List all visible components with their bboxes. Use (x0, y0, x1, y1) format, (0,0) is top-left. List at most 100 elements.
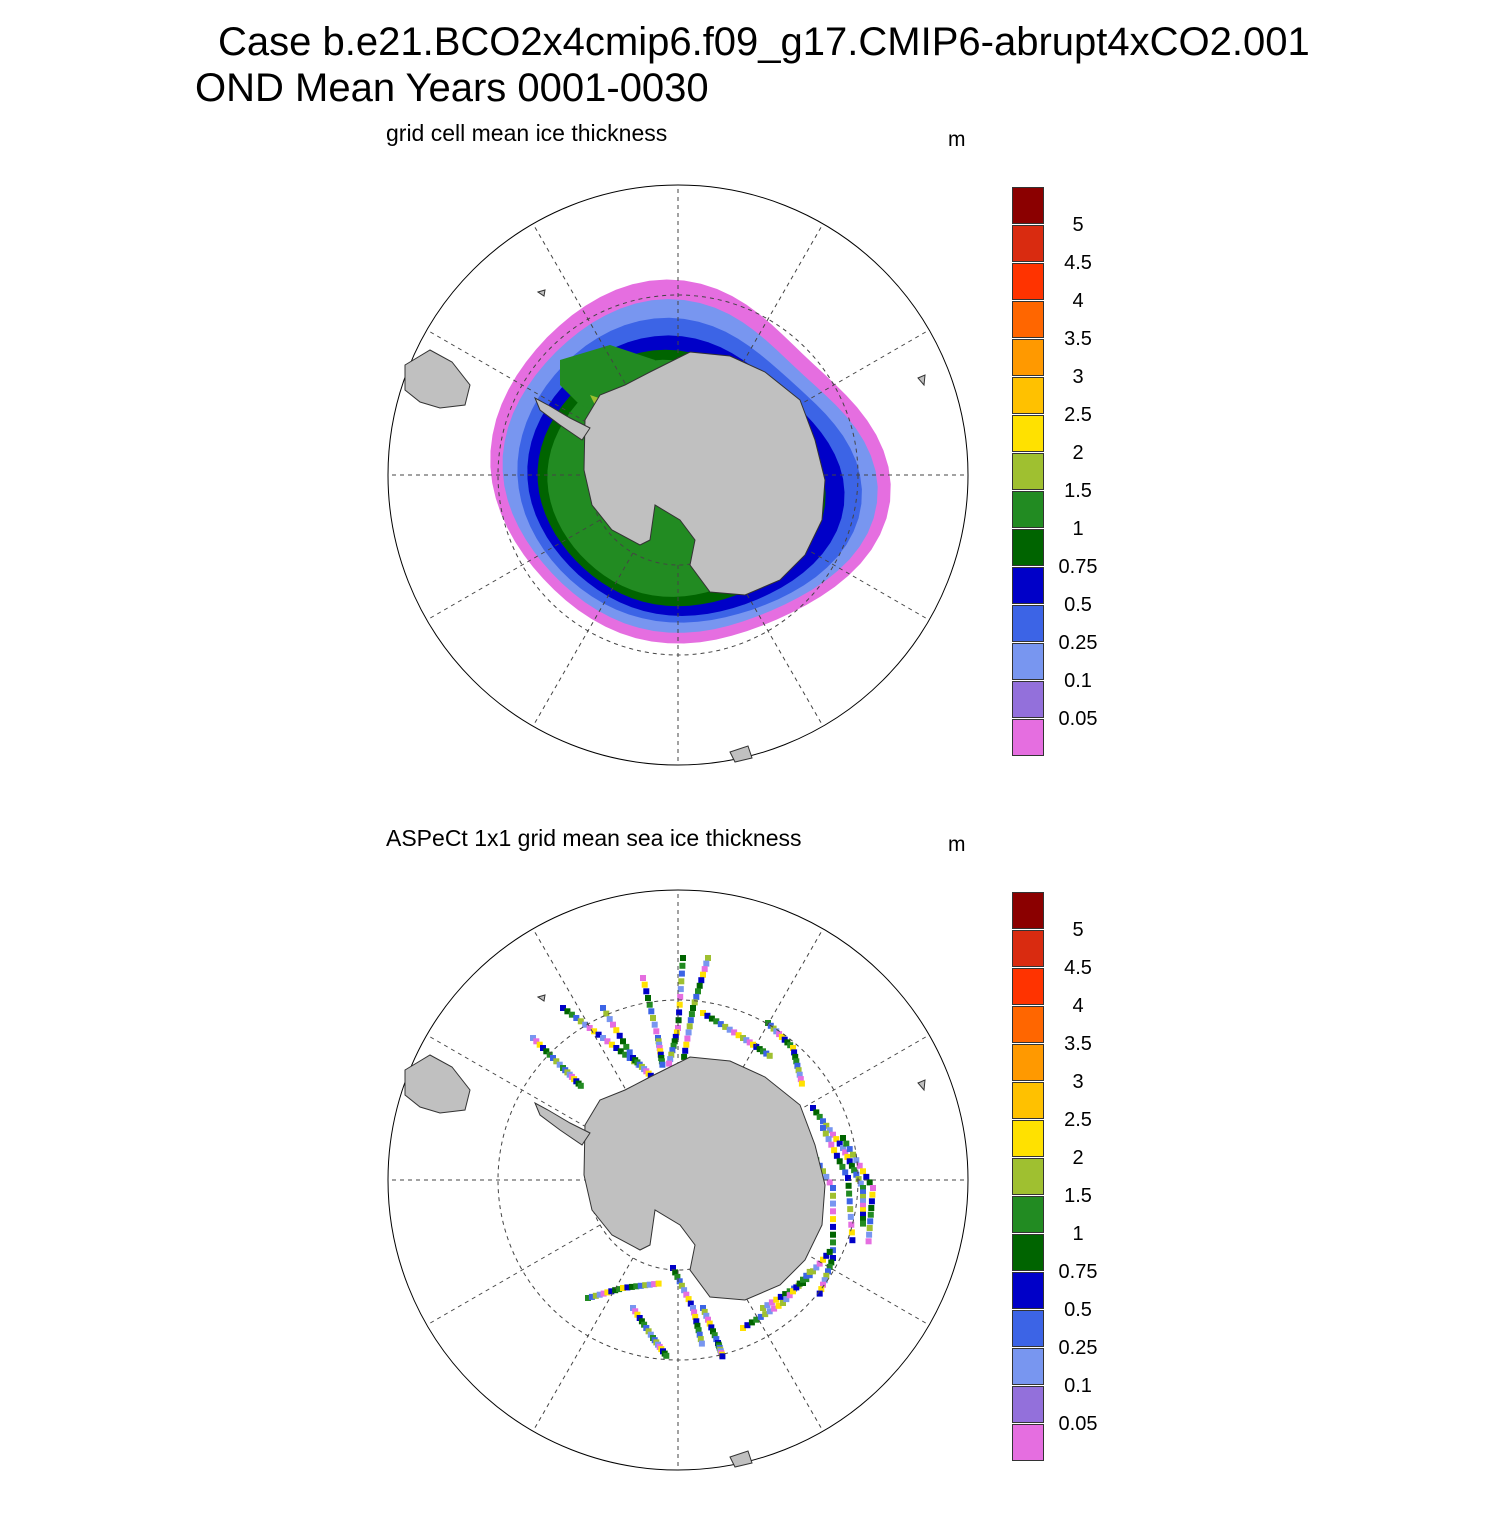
observation-cell (623, 1043, 630, 1050)
observation-cell (830, 1131, 836, 1138)
observation-cell (848, 1221, 855, 1228)
observation-cell (616, 1032, 623, 1039)
colorbar-swatch (1012, 1120, 1044, 1157)
observation-cell (810, 1105, 816, 1111)
observation-cell (830, 1216, 836, 1223)
observation-cell (760, 1048, 766, 1055)
observation-cell (676, 1278, 683, 1285)
observation-cell (818, 1286, 825, 1293)
landmasses (404, 289, 926, 763)
observation-cell (870, 1185, 876, 1191)
colorbar-swatch (1012, 1158, 1044, 1195)
meridian-line (426, 1224, 601, 1326)
observation-cell (672, 1033, 679, 1040)
observation-cell (845, 1182, 852, 1189)
observation-cell (857, 1180, 864, 1187)
observation-cell (731, 1029, 738, 1036)
observation-cell (820, 1256, 826, 1263)
observation-cell (536, 1041, 543, 1048)
observation-cell (845, 1175, 851, 1181)
observation-cell (848, 1229, 855, 1236)
observation-cell (840, 1135, 846, 1141)
observation-cell (703, 960, 710, 967)
observation-cell (694, 1322, 701, 1329)
observation-cell (704, 1012, 711, 1019)
meridian-line (426, 329, 601, 431)
observation-cell (530, 1035, 536, 1041)
meridian-line (532, 928, 634, 1103)
observation-cell (620, 1038, 626, 1045)
observation-cell (585, 1295, 591, 1301)
observation-cell (647, 1072, 654, 1079)
observation-cell (674, 1273, 681, 1280)
observation-cell (860, 1198, 866, 1205)
observation-cell (846, 1158, 853, 1165)
observation-cell (821, 1277, 828, 1284)
observation-cell (600, 1290, 607, 1297)
observation-cell (636, 1315, 643, 1321)
observation-cell (630, 1305, 636, 1311)
observation-cell (793, 1058, 800, 1065)
observation-cell (696, 1331, 703, 1338)
observation-cell (624, 1284, 631, 1291)
observation-cell (803, 1276, 810, 1283)
observation-cell (744, 1322, 751, 1329)
colorbar-tick-label: 0.05 (1058, 708, 1098, 730)
observation-cell (638, 1318, 645, 1325)
observation-cell (655, 1280, 662, 1287)
observation-cell (691, 1309, 698, 1316)
observation-cell (695, 988, 701, 995)
colorbar-tick-label: 0.75 (1058, 1261, 1098, 1283)
observation-cell (825, 1268, 831, 1275)
observation-cell (860, 1220, 866, 1227)
figure-title-period: OND Mean Years 0001-0030 (195, 66, 709, 110)
observation-cell (626, 1049, 633, 1056)
colorbar-swatch (1012, 681, 1044, 718)
observation-cell (606, 1016, 613, 1023)
observation-cell (613, 1027, 620, 1034)
observation-cell (795, 1067, 802, 1074)
observation-cell (700, 1305, 706, 1311)
observation-cell (645, 995, 651, 1001)
observation-cell (687, 1017, 694, 1024)
colorbar-tick-label: 0.25 (1058, 632, 1098, 654)
observation-cell (866, 1225, 873, 1231)
antarctica-land (583, 351, 826, 596)
observation-cell (826, 1248, 833, 1255)
observation-cell (617, 1048, 624, 1055)
observation-cell (860, 1216, 866, 1223)
observation-cell (679, 962, 686, 969)
colorbar-tick-label: 1 (1072, 1223, 1084, 1245)
observation-cell (696, 982, 703, 989)
colorbar-tick-label: 0.5 (1064, 594, 1092, 616)
observation-cell (634, 1311, 641, 1318)
observation-cell (786, 1292, 793, 1299)
observation-cell (830, 1200, 836, 1207)
observation-cell (682, 1047, 689, 1054)
colorbar-tick-label: 3.5 (1064, 328, 1092, 350)
colorbar-swatch (1012, 1272, 1044, 1309)
observation-cell (708, 1324, 715, 1331)
observation-cell (663, 1352, 670, 1359)
observation-cell (803, 1272, 810, 1279)
colorbar-swatch (1012, 1006, 1044, 1043)
meridian-line (426, 1034, 601, 1136)
observation-cell (860, 1168, 866, 1175)
observation-cell (603, 1010, 610, 1017)
observation-cell (608, 1041, 615, 1048)
observation-cell (806, 1268, 813, 1275)
observation-cell (830, 1208, 836, 1215)
observation-cell (701, 1308, 708, 1315)
observation-cell (867, 1218, 874, 1225)
observation-cell (790, 1045, 796, 1051)
observation-cell (690, 1005, 696, 1011)
colorbar-tick-label: 4 (1072, 290, 1084, 312)
observation-cell (777, 1293, 784, 1300)
observation-cell (764, 1302, 771, 1309)
colorbar-swatch (1012, 377, 1044, 414)
observation-cell (677, 986, 684, 993)
observation-cell (703, 1312, 710, 1319)
antarctic-peninsula (533, 396, 591, 441)
observation-cell (596, 1291, 603, 1298)
observation-cell (683, 1041, 690, 1048)
